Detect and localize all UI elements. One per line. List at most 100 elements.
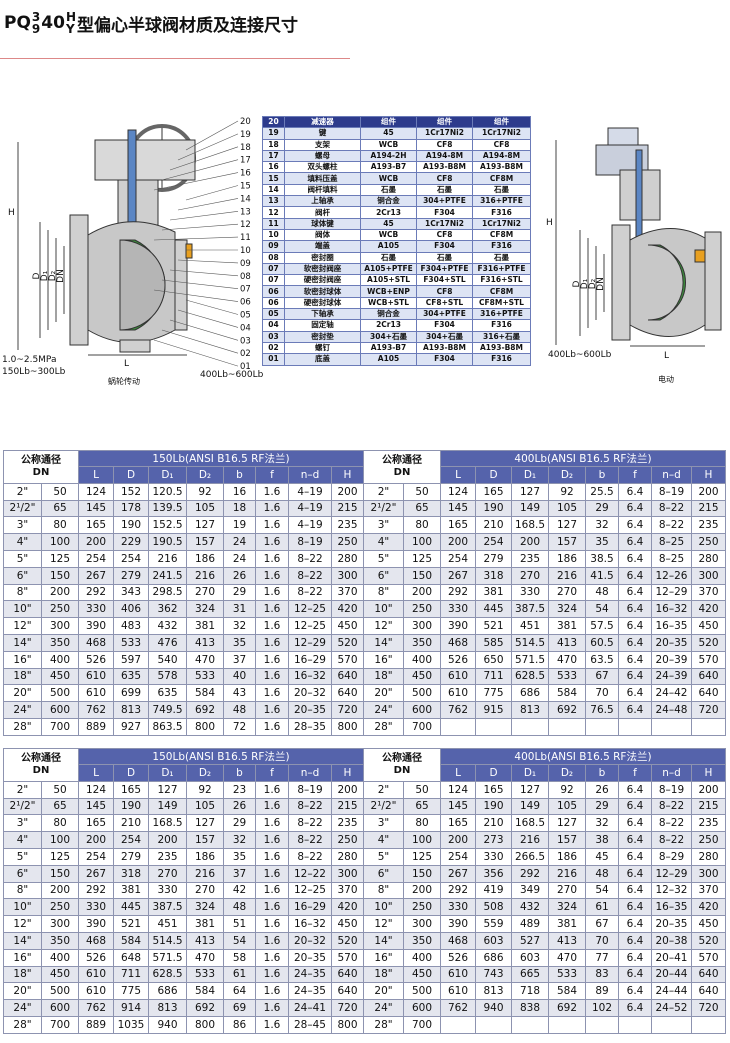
data-cell: 100	[403, 831, 441, 849]
data-cell: 640	[691, 684, 726, 703]
data-cell: 6.4	[618, 667, 652, 686]
data-cell: 35	[223, 847, 256, 866]
data-cell: 80	[403, 516, 441, 535]
data-cell: 20–38	[651, 931, 692, 950]
empty-cell	[440, 717, 476, 736]
part-number: 02	[240, 349, 251, 359]
data-cell: 63.5	[585, 650, 619, 669]
data-cell: 124	[440, 482, 476, 501]
data-cell: 190	[475, 499, 512, 518]
data-cell: 24–44	[651, 982, 692, 1001]
data-cell: 6.4	[618, 780, 652, 799]
data-cell: 254	[113, 831, 149, 849]
material-row: 16 双头螺柱 A193-B7 A193-B8M A193-B8M	[262, 161, 531, 174]
data-cell: 1.6	[255, 684, 289, 703]
data-cell: 800	[186, 1015, 224, 1034]
data-cell: 400	[41, 948, 79, 967]
length-label: L	[124, 359, 129, 369]
data-cell: 1.6	[255, 533, 289, 551]
material-row: 15 填料压盖 WCB CF8 CF8M	[262, 172, 531, 185]
data-cell: 157	[548, 533, 586, 551]
data-cell: 800	[331, 1015, 364, 1034]
data-cell: 292	[78, 583, 114, 602]
material-row: 09 端盖 A105 F304 F316	[262, 240, 531, 253]
data-cell: 2"	[363, 482, 404, 501]
data-cell: 640	[691, 982, 726, 1001]
data-cell: 152	[113, 482, 149, 501]
height-label: H	[546, 218, 553, 228]
data-cell: 6.4	[618, 847, 652, 866]
data-row: 4" 100 200 254 200 157 32 1.6 8–22 250 4" 100 200 273…	[3, 831, 726, 849]
data-cell: 2¹/2"	[363, 499, 404, 518]
data-cell: 254	[78, 847, 114, 866]
column-header: H	[691, 764, 726, 782]
column-header: n–d	[288, 764, 332, 782]
data-cell: 145	[440, 499, 476, 518]
material-cell: CF8M	[472, 285, 531, 298]
leader-line	[161, 279, 239, 289]
data-cell: 350	[41, 633, 79, 652]
data-cell: 24"	[3, 999, 42, 1017]
data-cell: 640	[331, 684, 364, 703]
material-cell: F316	[472, 319, 531, 332]
material-cell: A193-B8M	[416, 341, 473, 355]
data-cell: 350	[403, 633, 441, 652]
data-cell: 215	[691, 499, 726, 518]
data-cell: 254	[78, 549, 114, 568]
data-cell: 16"	[363, 650, 404, 669]
data-cell: 400	[41, 650, 79, 669]
data-cell: 720	[331, 999, 364, 1017]
data-cell: 2¹/2"	[3, 797, 42, 816]
table-body: 公称通径 DN 150Lb(ANSI B16.5 RF法兰) 公称通径 DN 400Lb(…	[3, 748, 726, 1034]
data-cell: 216	[548, 864, 586, 883]
data-cell: 711	[475, 667, 512, 686]
material-cell: F304	[416, 319, 473, 332]
data-cell: 72	[223, 717, 256, 736]
material-cell: 密封圈	[284, 251, 361, 264]
dn-header-text: 公称通径	[21, 454, 61, 466]
data-cell: 300	[331, 864, 364, 883]
data-cell: 889	[78, 717, 114, 736]
data-cell: 165	[113, 780, 149, 799]
material-cell: A194-8M	[416, 149, 473, 163]
data-cell: 540	[148, 650, 187, 669]
data-cell: 250	[331, 831, 364, 849]
data-cell: 124	[78, 482, 114, 501]
data-cell: 229	[113, 533, 149, 551]
data-row: 12" 300 390 483 432 381 32 1.6 12–25 450 12" 300 390…	[3, 617, 726, 635]
data-cell: 24"	[363, 999, 404, 1017]
data-cell: 254	[440, 549, 476, 568]
data-cell: 450	[331, 915, 364, 933]
data-cell: 6.4	[618, 831, 652, 849]
material-cell: WCB	[360, 228, 417, 242]
material-cell: 硬密封球体	[284, 296, 361, 310]
data-cell: 330	[148, 881, 187, 900]
data-cell: 215	[691, 797, 726, 816]
material-cell: 45	[360, 127, 417, 140]
data-cell: 640	[331, 982, 364, 1001]
data-cell: 127	[186, 516, 224, 535]
material-cell: CF8M	[472, 172, 531, 185]
material-cell: 石墨	[416, 183, 473, 197]
material-row: 18 支架 WCB CF8 CF8	[262, 138, 531, 151]
material-cell: 1Cr17Ni2	[472, 127, 531, 140]
data-cell: 67	[585, 667, 619, 686]
data-cell: 200	[331, 780, 364, 799]
class-header: 400Lb(ANSI B16.5 RF法兰)	[440, 450, 726, 467]
data-cell: 279	[113, 847, 149, 866]
data-cell: 300	[691, 864, 726, 883]
title-mid: 40	[41, 13, 65, 33]
material-row: 14 阀杆填料 石墨 石墨 石墨	[262, 183, 531, 197]
data-cell: 20–32	[288, 684, 332, 703]
material-cell: 石墨	[416, 251, 473, 264]
data-cell: 8"	[363, 583, 404, 602]
data-row: 18" 450 610 711 628.5 533 61 1.6 24–35 640 18" 450 6…	[3, 965, 726, 984]
data-cell: 700	[403, 1015, 441, 1034]
diameter-label: D	[32, 272, 42, 279]
data-cell: 127	[148, 780, 187, 799]
data-cell: 571.5	[148, 948, 187, 967]
data-cell: 1.6	[255, 999, 289, 1017]
empty-cell	[440, 1015, 476, 1034]
material-cell: 03	[262, 330, 285, 343]
